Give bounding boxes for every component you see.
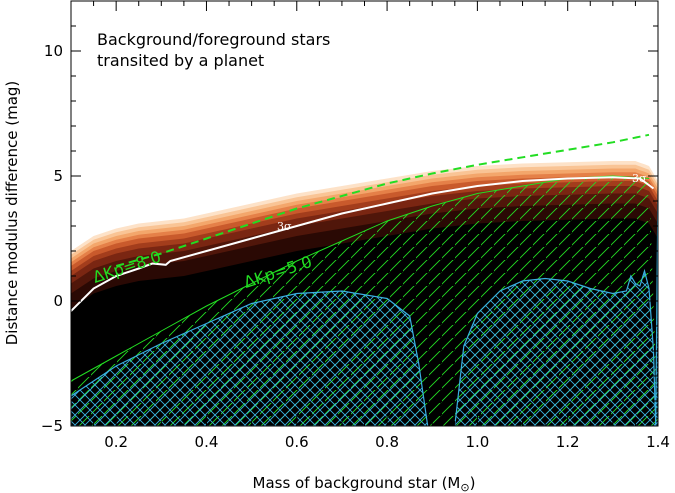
x-axis-label-sub: ⊙ xyxy=(460,481,469,493)
sigma-label-2: 3σ xyxy=(632,172,647,185)
dkp8-dashed-line xyxy=(115,133,650,267)
x-axis-ticks: 0.2 0.4 0.6 0.8 1.0 1.2 1.4 xyxy=(70,1,670,451)
x-tick-label: 1.0 xyxy=(465,433,489,451)
x-axis-label-main: Mass of background star (M xyxy=(253,474,461,492)
annotation-line-1: Background/foreground stars xyxy=(97,30,330,49)
x-tick-label: 1.4 xyxy=(646,433,670,451)
x-tick-label: 0.6 xyxy=(285,433,309,451)
y-tick-label: 5 xyxy=(53,167,63,185)
y-tick-label: 10 xyxy=(44,42,63,60)
blue-hatched-region-right xyxy=(454,268,657,426)
sigma-label-1: 3σ xyxy=(277,220,292,233)
blue-hatched-region-left xyxy=(71,290,429,426)
x-tick-label: 0.8 xyxy=(375,433,399,451)
x-axis-label-end: ) xyxy=(470,474,476,492)
y-axis-ticks: −5 0 5 10 xyxy=(41,0,658,435)
x-tick-label: 0.2 xyxy=(104,433,128,451)
three-sigma-contour-line xyxy=(71,176,655,312)
annotation-line-2: transited by a planet xyxy=(97,51,264,70)
x-tick-label: 1.2 xyxy=(556,433,580,451)
blue-hatched-region-edge xyxy=(655,188,658,426)
x-tick-label: 0.4 xyxy=(195,433,219,451)
y-axis-label: Distance modulus difference (mag) xyxy=(3,81,21,346)
x-axis-label: Mass of background star (M⊙) xyxy=(253,474,476,493)
y-tick-label: −5 xyxy=(41,417,63,435)
y-tick-label: 0 xyxy=(53,292,63,310)
